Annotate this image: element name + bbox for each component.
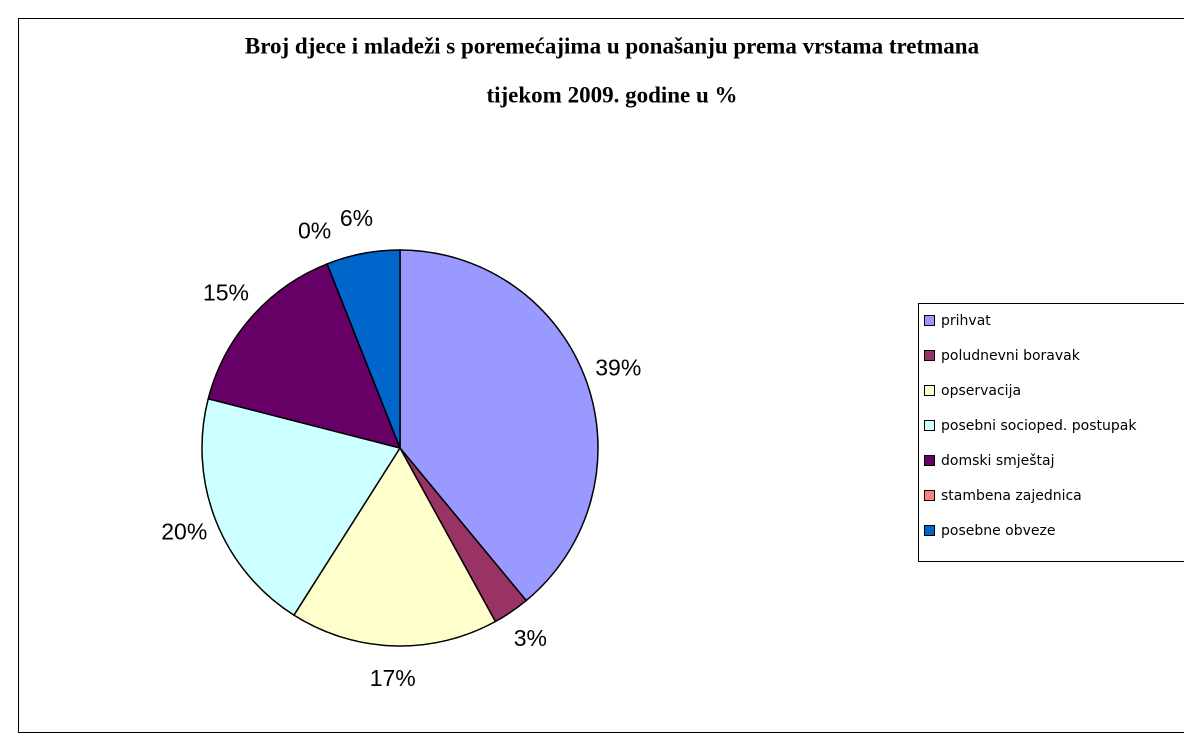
legend-swatch (924, 315, 935, 326)
legend-swatch (924, 385, 935, 396)
legend-label: stambena zajednica (941, 488, 1082, 504)
chart-title: Broj djece i mladeži s poremećajima u po… (245, 33, 980, 58)
legend-label: poludnevni boravak (941, 348, 1081, 364)
legend-label: posebni socioped. postupak (941, 418, 1137, 434)
data-label: 17% (370, 665, 416, 691)
legend-swatch (924, 490, 935, 501)
legend-swatch (924, 420, 935, 431)
legend-label: domski smještaj (941, 453, 1055, 469)
data-label: 6% (340, 205, 373, 231)
data-label: 39% (595, 354, 641, 380)
legend-swatch (924, 525, 935, 536)
legend-label: prihvat (941, 313, 991, 329)
data-label: 3% (514, 625, 547, 651)
legend-swatch (924, 350, 935, 361)
legend-label: opservacija (941, 383, 1021, 399)
data-label: 15% (203, 280, 249, 306)
legend-label: posebne obveze (941, 523, 1056, 539)
pie-slice (207, 262, 402, 450)
pie-slice (399, 249, 599, 602)
chart-title: tijekom 2009. godine u % (486, 82, 737, 107)
data-label: 20% (161, 518, 207, 544)
pie-slice (292, 446, 497, 647)
pie-slice (326, 249, 401, 449)
legend-swatch (924, 455, 935, 466)
data-label: 0% (298, 217, 331, 243)
pie-slice (201, 397, 402, 617)
legend-box (918, 303, 1184, 562)
